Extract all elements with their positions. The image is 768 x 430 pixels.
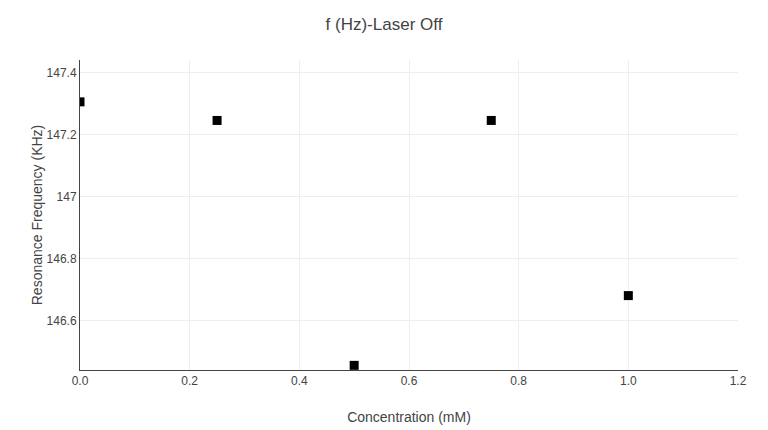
svg-text:0.8: 0.8 xyxy=(510,374,527,388)
svg-text:0.6: 0.6 xyxy=(401,374,418,388)
svg-text:0.4: 0.4 xyxy=(291,374,308,388)
svg-text:147: 147 xyxy=(57,190,77,204)
svg-text:0.2: 0.2 xyxy=(181,374,198,388)
svg-text:147.2: 147.2 xyxy=(47,128,77,142)
svg-text:Resonance Frequency (KHz): Resonance Frequency (KHz) xyxy=(29,125,45,306)
svg-text:146.8: 146.8 xyxy=(47,252,77,266)
svg-text:0.0: 0.0 xyxy=(72,374,89,388)
svg-text:147.4: 147.4 xyxy=(47,66,77,80)
svg-text:1.0: 1.0 xyxy=(620,374,637,388)
svg-text:1.2: 1.2 xyxy=(730,374,747,388)
svg-text:f (Hz)-Laser Off: f (Hz)-Laser Off xyxy=(326,15,443,34)
svg-text:146.6: 146.6 xyxy=(47,314,77,328)
svg-text:Concentration (mM): Concentration (mM) xyxy=(347,409,471,425)
